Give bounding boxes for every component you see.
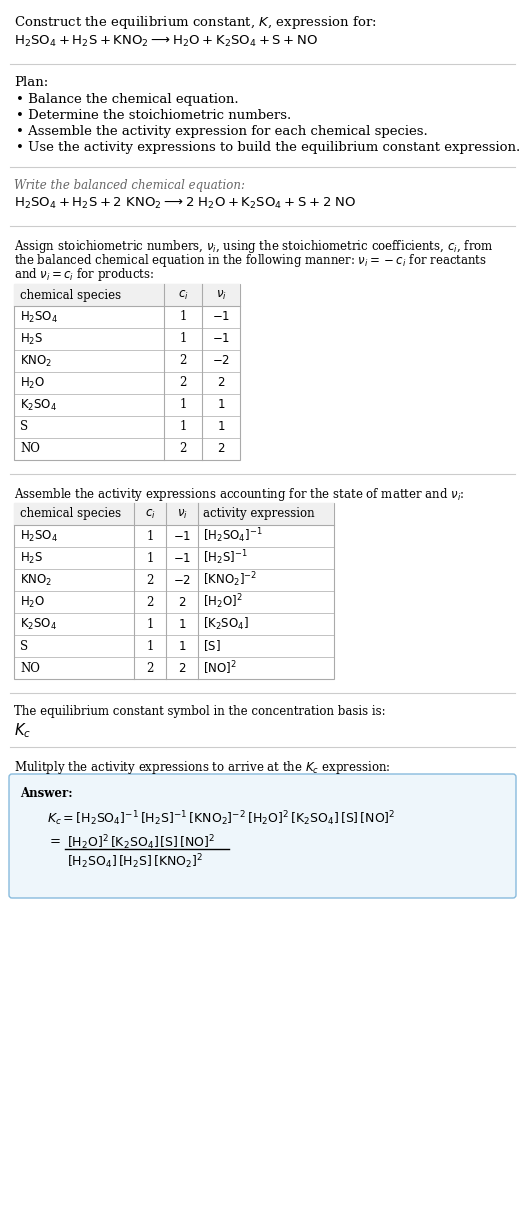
Text: Construct the equilibrium constant, $K$, expression for:: Construct the equilibrium constant, $K$,… xyxy=(14,13,376,31)
Text: $1$: $1$ xyxy=(217,399,225,411)
Text: NO: NO xyxy=(20,443,40,455)
Text: NO: NO xyxy=(20,661,40,674)
Text: 1: 1 xyxy=(146,552,154,564)
Text: $\mathrm{H_2O}$: $\mathrm{H_2O}$ xyxy=(20,376,45,390)
Text: $-2$: $-2$ xyxy=(173,574,191,586)
Text: Write the balanced chemical equation:: Write the balanced chemical equation: xyxy=(14,179,245,192)
Text: 1: 1 xyxy=(146,639,154,652)
Text: the balanced chemical equation in the following manner: $\nu_i = -c_i$ for react: the balanced chemical equation in the fo… xyxy=(14,252,487,269)
Text: 2: 2 xyxy=(180,443,187,455)
Text: S: S xyxy=(20,639,28,652)
Text: $[\mathrm{H_2O}]^{2}$: $[\mathrm{H_2O}]^{2}$ xyxy=(203,592,243,611)
Text: $[\mathrm{H_2O}]^{2}\,[\mathrm{K_2SO_4}]\,[\mathrm{S}]\,[\mathrm{NO}]^{2}$: $[\mathrm{H_2O}]^{2}\,[\mathrm{K_2SO_4}]… xyxy=(67,834,215,852)
Text: $\mathrm{KNO_2}$: $\mathrm{KNO_2}$ xyxy=(20,354,52,368)
Text: chemical species: chemical species xyxy=(20,289,121,301)
Text: $1$: $1$ xyxy=(178,639,186,652)
Text: • Determine the stoichiometric numbers.: • Determine the stoichiometric numbers. xyxy=(16,109,291,122)
FancyBboxPatch shape xyxy=(9,774,516,898)
Text: and $\nu_i = c_i$ for products:: and $\nu_i = c_i$ for products: xyxy=(14,266,154,283)
Text: $\mathrm{H_2S}$: $\mathrm{H_2S}$ xyxy=(20,551,43,565)
Text: Mulitply the activity expressions to arrive at the $K_c$ expression:: Mulitply the activity expressions to arr… xyxy=(14,759,391,776)
Text: $c_i$: $c_i$ xyxy=(145,508,155,520)
Text: 1: 1 xyxy=(146,530,154,542)
Text: 2: 2 xyxy=(146,661,154,674)
Text: $\mathrm{H_2SO_4}$: $\mathrm{H_2SO_4}$ xyxy=(20,529,58,543)
Text: 2: 2 xyxy=(180,377,187,389)
Text: S: S xyxy=(20,421,28,433)
Bar xyxy=(14,284,240,460)
Text: $\mathrm{K_2SO_4}$: $\mathrm{K_2SO_4}$ xyxy=(20,398,57,412)
Text: $K_c$: $K_c$ xyxy=(14,721,31,739)
Text: $\mathrm{H_2SO_4 + H_2S + KNO_2 \longrightarrow H_2O + K_2SO_4 + S + NO}$: $\mathrm{H_2SO_4 + H_2S + KNO_2 \longrig… xyxy=(14,34,318,49)
Text: $-1$: $-1$ xyxy=(212,333,230,345)
Text: Assign stoichiometric numbers, $\nu_i$, using the stoichiometric coefficients, $: Assign stoichiometric numbers, $\nu_i$, … xyxy=(14,237,493,255)
Text: 1: 1 xyxy=(180,421,187,433)
Text: $\mathrm{H_2SO_4 + H_2S + 2\ KNO_2 \longrightarrow 2\ H_2O + K_2SO_4 + S + 2\ NO: $\mathrm{H_2SO_4 + H_2S + 2\ KNO_2 \long… xyxy=(14,196,356,211)
Text: $1$: $1$ xyxy=(178,617,186,630)
Text: $K_c = [\mathrm{H_2SO_4}]^{-1}\,[\mathrm{H_2S}]^{-1}\,[\mathrm{KNO_2}]^{-2}\,[\m: $K_c = [\mathrm{H_2SO_4}]^{-1}\,[\mathrm… xyxy=(47,809,395,827)
Text: $[\mathrm{H_2SO_4}]^{-1}$: $[\mathrm{H_2SO_4}]^{-1}$ xyxy=(203,526,262,546)
Text: Assemble the activity expressions accounting for the state of matter and $\nu_i$: Assemble the activity expressions accoun… xyxy=(14,486,465,503)
Text: $\nu_i$: $\nu_i$ xyxy=(216,289,226,301)
Text: $2$: $2$ xyxy=(217,377,225,389)
Text: $2$: $2$ xyxy=(178,661,186,674)
Text: $\mathrm{H_2SO_4}$: $\mathrm{H_2SO_4}$ xyxy=(20,310,58,324)
Text: • Use the activity expressions to build the equilibrium constant expression.: • Use the activity expressions to build … xyxy=(16,141,520,154)
Text: $[\mathrm{S}]$: $[\mathrm{S}]$ xyxy=(203,639,220,654)
Text: $[\mathrm{H_2SO_4}]\,[\mathrm{H_2S}]\,[\mathrm{KNO_2}]^{2}$: $[\mathrm{H_2SO_4}]\,[\mathrm{H_2S}]\,[\… xyxy=(67,852,203,870)
Text: $=$: $=$ xyxy=(47,834,61,846)
Text: $[\mathrm{K_2SO_4}]$: $[\mathrm{K_2SO_4}]$ xyxy=(203,616,249,632)
Bar xyxy=(14,503,334,525)
Text: 1: 1 xyxy=(146,617,154,630)
Bar xyxy=(14,284,240,306)
Text: $-1$: $-1$ xyxy=(173,552,191,564)
Text: $\mathrm{K_2SO_4}$: $\mathrm{K_2SO_4}$ xyxy=(20,617,57,632)
Text: $[\mathrm{NO}]^{2}$: $[\mathrm{NO}]^{2}$ xyxy=(203,660,237,677)
Text: • Assemble the activity expression for each chemical species.: • Assemble the activity expression for e… xyxy=(16,125,428,138)
Text: $-1$: $-1$ xyxy=(173,530,191,542)
Text: 1: 1 xyxy=(180,333,187,345)
Text: $\mathrm{H_2S}$: $\mathrm{H_2S}$ xyxy=(20,332,43,346)
Text: $\mathrm{KNO_2}$: $\mathrm{KNO_2}$ xyxy=(20,573,52,588)
Text: $[\mathrm{KNO_2}]^{-2}$: $[\mathrm{KNO_2}]^{-2}$ xyxy=(203,570,257,589)
Text: $2$: $2$ xyxy=(178,596,186,608)
Text: 1: 1 xyxy=(180,399,187,411)
Text: $\mathrm{H_2O}$: $\mathrm{H_2O}$ xyxy=(20,595,45,610)
Text: 1: 1 xyxy=(180,311,187,323)
Text: $[\mathrm{H_2S}]^{-1}$: $[\mathrm{H_2S}]^{-1}$ xyxy=(203,548,248,568)
Text: activity expression: activity expression xyxy=(203,508,314,520)
Text: $-2$: $-2$ xyxy=(212,355,230,367)
Text: $\nu_i$: $\nu_i$ xyxy=(176,508,187,520)
Text: Answer:: Answer: xyxy=(20,787,72,800)
Text: $-1$: $-1$ xyxy=(212,311,230,323)
Text: $c_i$: $c_i$ xyxy=(177,289,188,301)
Text: Plan:: Plan: xyxy=(14,76,48,89)
Text: $2$: $2$ xyxy=(217,443,225,455)
Text: 2: 2 xyxy=(146,596,154,608)
Text: The equilibrium constant symbol in the concentration basis is:: The equilibrium constant symbol in the c… xyxy=(14,705,386,718)
Text: 2: 2 xyxy=(180,355,187,367)
Text: 2: 2 xyxy=(146,574,154,586)
Text: chemical species: chemical species xyxy=(20,508,121,520)
Bar xyxy=(14,503,334,679)
Text: $1$: $1$ xyxy=(217,421,225,433)
Text: • Balance the chemical equation.: • Balance the chemical equation. xyxy=(16,93,239,106)
